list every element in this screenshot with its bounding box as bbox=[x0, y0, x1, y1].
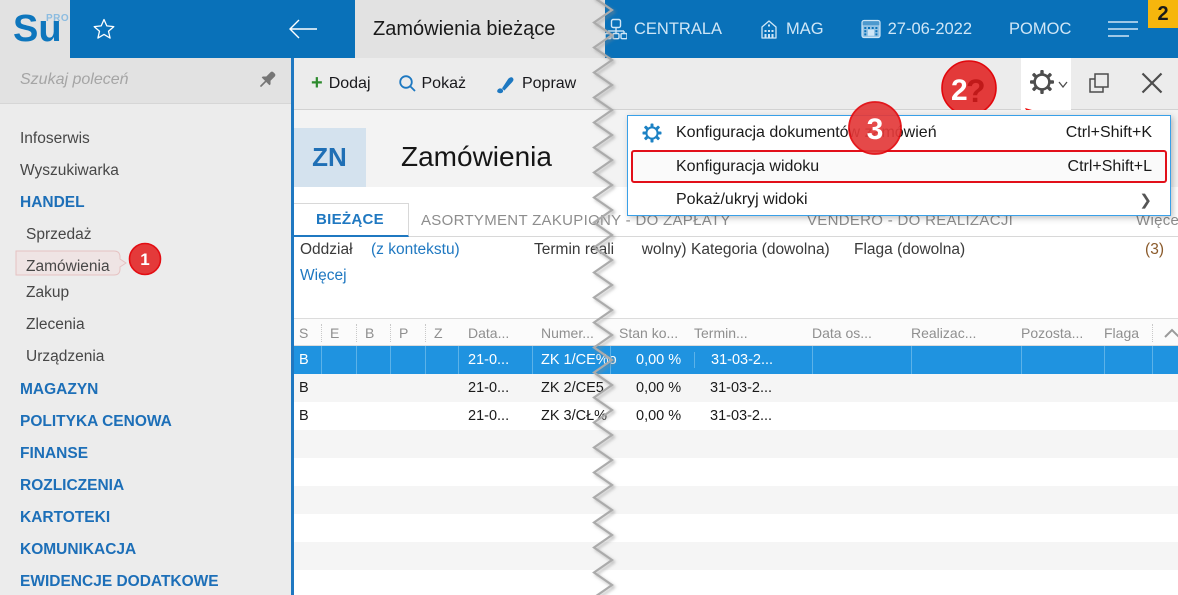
svg-text:?: ? bbox=[966, 73, 986, 109]
svg-text:3: 3 bbox=[867, 113, 884, 146]
svg-text:1: 1 bbox=[140, 250, 149, 269]
